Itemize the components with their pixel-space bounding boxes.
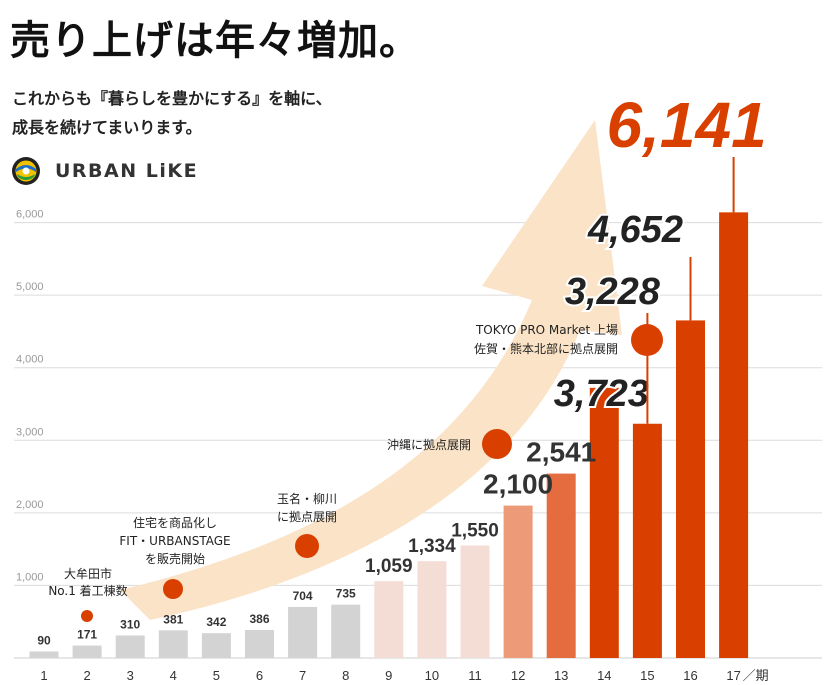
bar [719, 212, 749, 658]
x-tick-label: 14 [597, 668, 611, 683]
bar [72, 645, 102, 658]
data-label: 2,541 [526, 437, 596, 468]
subtitle-line-2: 成長を続けてまいります。 [12, 118, 202, 137]
bar [374, 581, 404, 658]
bar [29, 651, 59, 658]
data-label: 381 [163, 612, 183, 626]
bar [546, 473, 576, 658]
data-label: 1,059 [365, 556, 413, 577]
annotation-line: 住宅を商品化し [133, 515, 217, 530]
bar [331, 604, 361, 658]
annotation-line: No.1 着工棟数 [48, 583, 127, 598]
subtitle-line-1: これからも『暮らしを豊かにする』を軸に、 [12, 89, 332, 108]
x-tick-label: 13 [554, 668, 568, 683]
y-tick-label: 3,000 [16, 426, 44, 438]
y-tick-label: 6,000 [16, 209, 44, 221]
annotation-line: 大牟田市 [64, 566, 112, 581]
x-tick-label: 3 [127, 668, 134, 683]
x-tick-label: 2 [83, 668, 90, 683]
bar [676, 320, 705, 658]
x-tick-label: 8 [342, 668, 349, 683]
milestone-annotation: TOKYO PRO Market 上場佐賀・熊本北部に拠点展開 [474, 323, 618, 356]
bar [589, 387, 619, 658]
x-tick-label: 9 [385, 668, 392, 683]
bar [115, 635, 145, 658]
company-logo: URBAN LiKE [11, 156, 198, 186]
annotation-line: 佐賀・熊本北部に拠点展開 [474, 341, 618, 356]
data-label: 704 [293, 589, 313, 603]
milestone-dot [81, 610, 93, 622]
x-unit-label: ／期 [743, 668, 769, 683]
y-tick-label: 4,000 [16, 354, 44, 366]
bar [632, 423, 662, 658]
x-tick-label: 1 [40, 668, 47, 683]
data-label: 310 [120, 618, 140, 632]
growth-arrow [120, 120, 622, 620]
data-label: 6,141 [607, 89, 767, 161]
milestone-annotation: 住宅を商品化し FIT・URBANSTAGE を販売開始 [119, 515, 230, 566]
x-tick-label: 7 [299, 668, 306, 683]
data-label: 342 [206, 615, 226, 629]
y-tick-label: 5,000 [16, 281, 44, 293]
data-label: 4,652 [587, 209, 683, 251]
data-label: 2,100 [483, 469, 553, 500]
data-label: 3,228 [565, 271, 661, 313]
y-tick-label: 1,000 [16, 571, 44, 583]
y-tick-label: 2,000 [16, 499, 44, 511]
annotation-line: FIT・URBANSTAGE [119, 534, 230, 548]
annotation-line: 沖縄に拠点展開 [387, 437, 471, 452]
milestone-annotation: 大牟田市 No.1 着工棟数 [48, 566, 127, 598]
data-label: 171 [77, 628, 97, 642]
annotation-line: を販売開始 [145, 551, 205, 566]
data-label: 3,723 [554, 373, 649, 415]
milestone-dot [482, 429, 512, 459]
bar [245, 629, 274, 658]
x-tick-label: 17 [726, 668, 740, 683]
annotation-line: 玉名・柳川 [277, 491, 337, 506]
bar [460, 545, 490, 658]
milestone-annotation: 沖縄に拠点展開 [387, 437, 471, 452]
milestone-dot [631, 324, 663, 356]
data-label: 90 [37, 633, 51, 647]
x-tick-label: 16 [683, 668, 697, 683]
x-tick-label: 10 [425, 668, 439, 683]
data-label: 386 [249, 612, 269, 626]
page-subtitle: これからも『暮らしを豊かにする』を軸に、 成長を続けてまいります。 [12, 84, 332, 142]
milestone-annotation: 玉名・柳川に拠点展開 [277, 491, 337, 524]
x-tick-label: 6 [256, 668, 263, 683]
data-label: 1,334 [408, 536, 456, 557]
milestone-dot [163, 579, 183, 599]
bar [201, 633, 231, 658]
data-label: 1,550 [451, 521, 499, 542]
bar [503, 505, 533, 658]
data-label: 735 [336, 587, 356, 601]
logo-text: URBAN LiKE [55, 160, 199, 182]
x-tick-label: 12 [511, 668, 525, 683]
logo-mark-icon [12, 157, 40, 185]
x-tick-label: 5 [213, 668, 220, 683]
x-tick-label: 4 [170, 668, 177, 683]
bar [417, 561, 447, 658]
annotation-line: TOKYO PRO Market 上場 [475, 323, 618, 337]
bar [158, 630, 188, 658]
x-tick-label: 15 [640, 668, 654, 683]
x-tick-label: 11 [468, 668, 482, 683]
milestone-dot [295, 534, 319, 558]
bar [288, 606, 318, 658]
page-title: 売り上げは年々増加。 [10, 18, 420, 64]
annotation-line: に拠点展開 [277, 510, 337, 524]
